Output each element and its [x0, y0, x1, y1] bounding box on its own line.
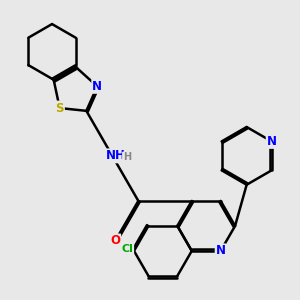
Text: N: N: [267, 135, 277, 148]
Text: N: N: [216, 244, 226, 257]
Text: N: N: [92, 80, 102, 93]
Text: H: H: [123, 152, 131, 162]
Text: NH: NH: [106, 149, 126, 162]
Text: O: O: [110, 234, 120, 248]
Text: Cl: Cl: [122, 244, 133, 254]
Text: S: S: [56, 101, 64, 115]
